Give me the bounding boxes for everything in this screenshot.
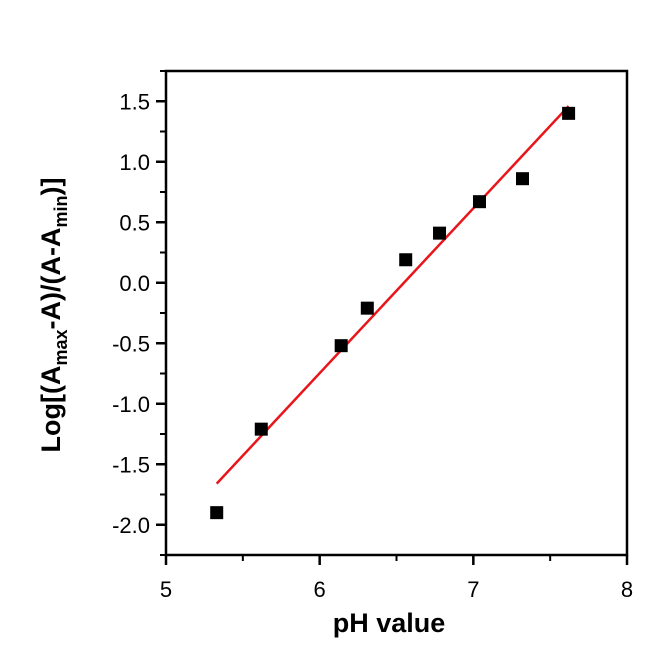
data-point bbox=[562, 106, 576, 120]
y-axis-title-sub-min: min bbox=[51, 196, 71, 228]
y-axis-title-prefix: Log[(A bbox=[36, 366, 66, 453]
data-point bbox=[360, 301, 374, 315]
x-tick-label: 6 bbox=[314, 577, 326, 602]
data-point bbox=[399, 253, 413, 267]
fit-line bbox=[215, 105, 570, 485]
data-point bbox=[516, 172, 530, 186]
x-tick-label: 5 bbox=[160, 577, 172, 602]
x-axis-title: pH value bbox=[333, 608, 446, 638]
y-tick-label: 0.0 bbox=[119, 271, 150, 296]
plot-area: 5 6 7 8 1.5 1.0 0.5 0.0 -0.5 -1.0 -1.5 -2.0 bbox=[112, 69, 633, 602]
plot-frame bbox=[164, 69, 629, 557]
y-tick-label: 1.0 bbox=[119, 150, 150, 175]
data-point bbox=[210, 506, 224, 520]
y-axis-title: Log[(Amax-A)/(A-Amin)] bbox=[36, 178, 71, 453]
x-tick-label: 8 bbox=[621, 577, 633, 602]
x-tick-label: 7 bbox=[467, 577, 479, 602]
y-tick-label: -0.5 bbox=[112, 331, 150, 356]
y-axis-title-middle: -A)/(A-A bbox=[36, 228, 66, 330]
y-tick-label: -1.0 bbox=[112, 392, 150, 417]
y-axis-title-sub-max: max bbox=[51, 329, 71, 365]
y-tick-label: 0.5 bbox=[119, 210, 150, 235]
data-point bbox=[334, 339, 348, 353]
y-tick-label: -1.5 bbox=[112, 452, 150, 477]
data-point bbox=[472, 195, 486, 209]
y-tick-label: 1.5 bbox=[119, 89, 150, 114]
y-axis-title-suffix: )] bbox=[36, 178, 66, 196]
data-point bbox=[433, 226, 447, 240]
data-point bbox=[254, 422, 268, 436]
y-tick-label: -2.0 bbox=[112, 513, 150, 538]
